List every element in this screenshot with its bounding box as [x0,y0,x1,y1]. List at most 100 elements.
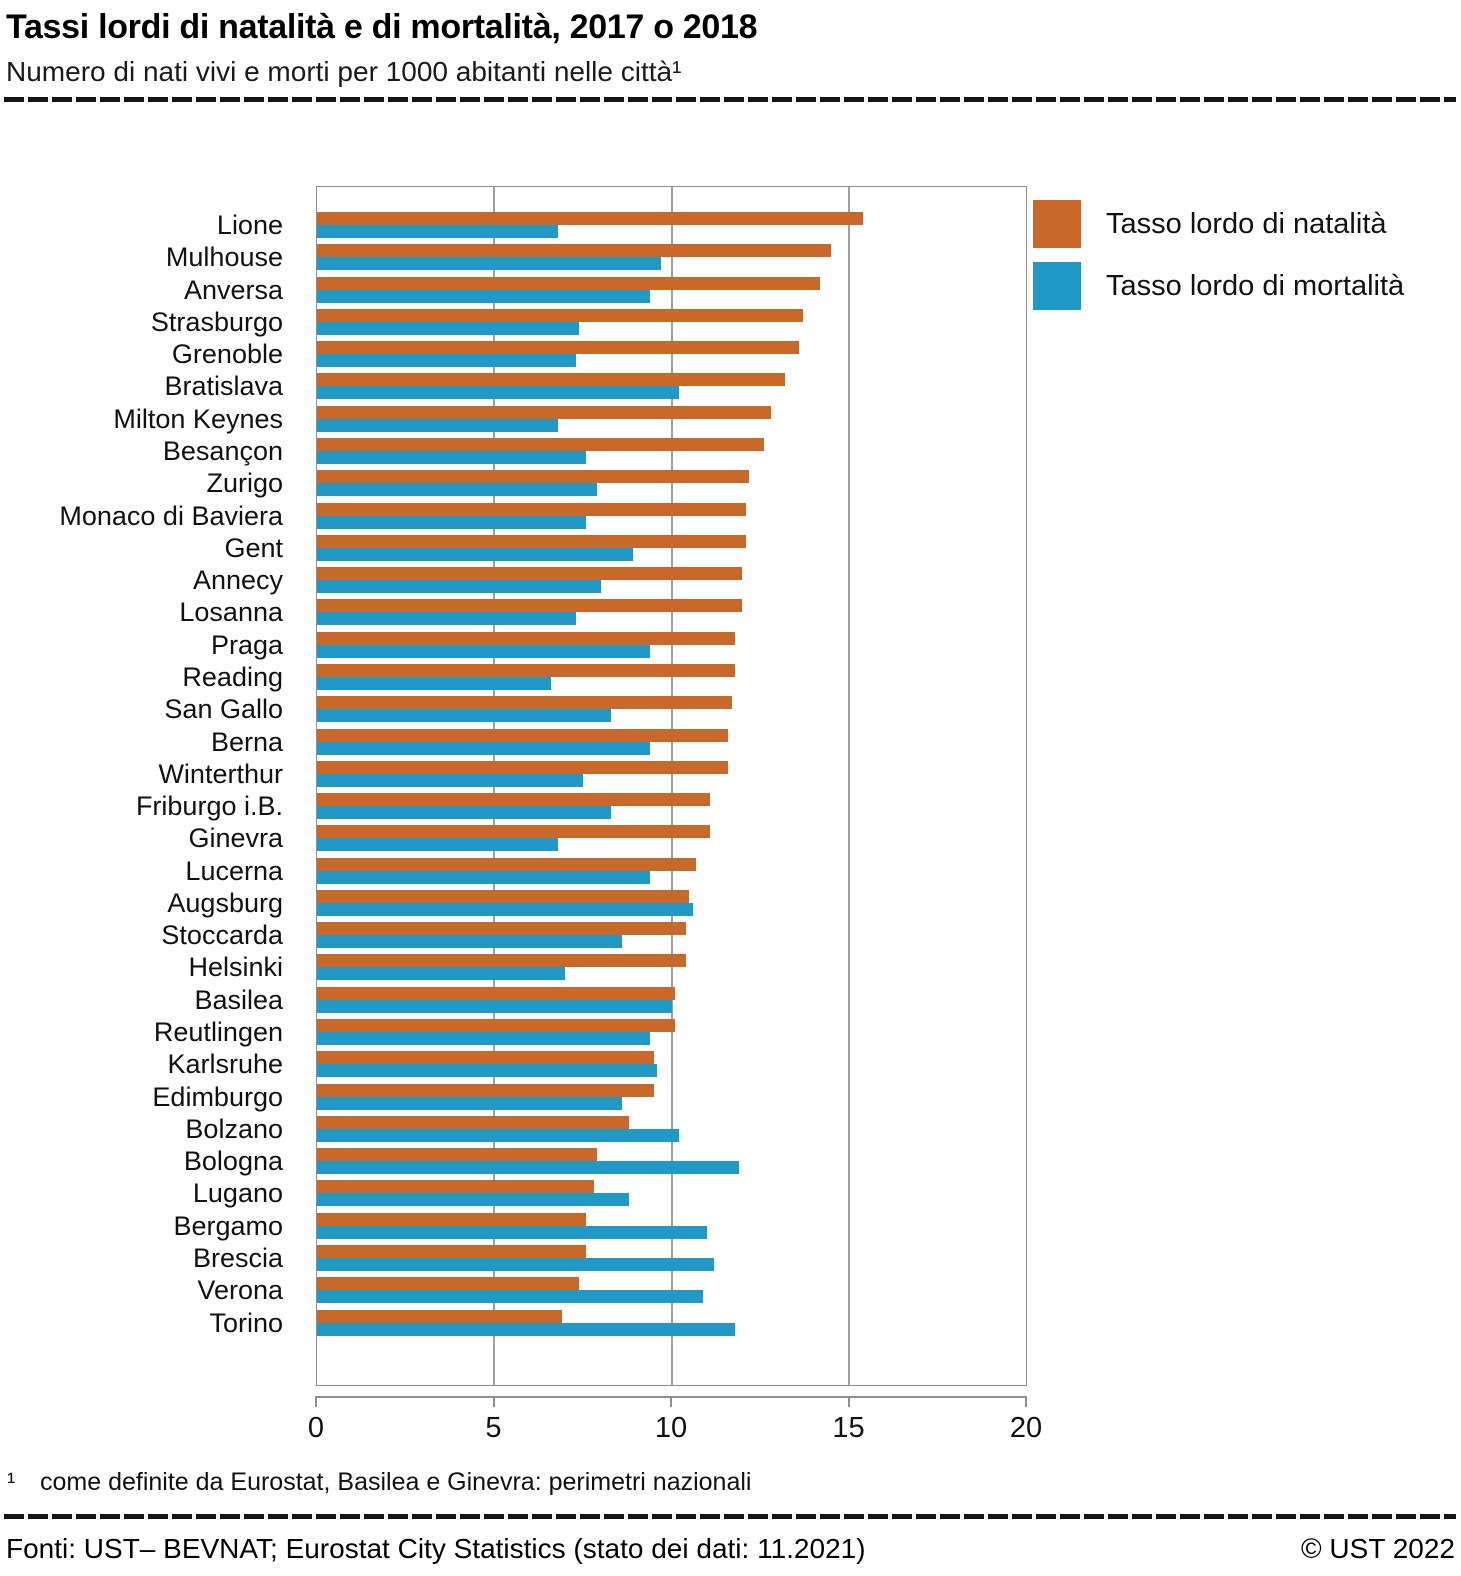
bar-natalita [317,954,686,968]
category-label: San Gallo [164,694,283,725]
bar-natalita [317,244,832,258]
bar-pair [317,631,1026,658]
bar-natalita [317,825,711,839]
category-label: Winterthur [158,758,283,789]
bar-pair [317,793,1026,820]
bar-mortalita [317,676,551,690]
bar-natalita [317,212,863,225]
bar-natalita [317,502,746,516]
bar-mortalita [317,450,587,464]
bar-mortalita [317,1225,707,1239]
footer-copyright: © UST 2022 [1301,1533,1455,1564]
x-tick [315,1396,317,1407]
natalita-swatch [1033,200,1081,248]
category-label: Helsinki [188,952,283,983]
category-label: Zurigo [206,468,283,499]
bar-mortalita [317,806,612,820]
bar-pair [317,405,1026,432]
category-label: Verona [197,1275,283,1306]
plot-area [316,186,1027,1386]
bar-mortalita [317,1161,739,1175]
bar-pair [317,1051,1026,1078]
bar-mortalita [317,999,672,1013]
legend-label-mortalita: Tasso lordo di mortalità [1106,269,1405,302]
bar-pair [317,373,1026,400]
bar-natalita [317,922,686,936]
legend-item-natalita: Tasso lordo di natalità [1033,200,1404,248]
bar-mortalita [317,1032,651,1046]
bar-natalita [317,631,736,645]
legend-label-natalita: Tasso lordo di natalità [1106,207,1387,240]
bar-pair [317,696,1026,723]
bar-pair [317,212,1026,238]
x-tick [492,1396,495,1407]
category-label: Mulhouse [165,242,283,273]
bar-pair [317,1115,1026,1142]
bar-mortalita [317,773,583,787]
bar-pair [317,922,1026,949]
x-tick-label: 0 [307,1412,325,1444]
footer-source: Fonti: UST– BEVNAT; Eurostat City Statis… [6,1533,866,1564]
bar-pair [317,1180,1026,1207]
category-label: Bergamo [173,1210,283,1241]
bar-mortalita [317,354,576,368]
x-tick-label: 5 [485,1412,502,1444]
x-tick [1025,1396,1027,1407]
x-tick-label: 10 [654,1412,688,1444]
bar-pair [317,1309,1026,1336]
bar-mortalita [317,386,679,400]
bar-mortalita [317,289,651,303]
category-label: Lugano [192,1178,283,1209]
bar-natalita [317,1309,562,1323]
x-tick-label: 15 [832,1412,865,1444]
bar-pair [317,276,1026,303]
page-title: Tassi lordi di natalità e di mortalità, … [6,8,758,46]
bar-mortalita [317,870,651,884]
bar-natalita [317,663,736,677]
category-label: Augsburg [167,887,283,918]
category-label: Besançon [162,435,283,466]
bar-natalita [317,373,785,387]
bar-mortalita [317,1096,622,1110]
bar-natalita [317,1180,594,1194]
bar-natalita [317,308,803,322]
x-tick-label: 20 [1009,1412,1043,1444]
bar-pair [317,244,1026,271]
bar-natalita [317,857,697,871]
bar-mortalita [317,644,651,658]
category-label: Lione [216,210,283,240]
category-label: Grenoble [171,339,283,370]
bar-mortalita [317,838,559,852]
bar-natalita [317,1051,654,1065]
bar-natalita [317,1148,598,1162]
bar-mortalita [317,1290,704,1304]
bar-pair [317,341,1026,368]
footnote-marker: ¹ [7,1468,16,1496]
header-divider [4,97,1456,102]
x-tick [847,1396,850,1407]
bar-natalita [317,1277,580,1291]
legend: Tasso lordo di natalità Tasso lordo di m… [1033,200,1404,310]
bar-natalita [317,760,729,774]
category-label: Annecy [192,565,283,596]
footnote: ¹ come definite da Eurostat, Basilea e G… [7,1468,751,1497]
bar-pair [317,1245,1026,1271]
bar-mortalita [317,257,661,271]
bar-mortalita [317,612,576,626]
bar-pair [317,1277,1026,1304]
bar-mortalita [317,1064,658,1078]
bar-pair [317,567,1026,594]
bar-natalita [317,276,821,290]
bar-natalita [317,405,771,419]
bar-mortalita [317,1322,736,1336]
category-label: Anversa [183,274,283,305]
category-label: Karlsruhe [167,1049,283,1080]
bar-mortalita [317,580,601,594]
category-label: Reading [182,661,283,692]
category-label: Brescia [192,1243,283,1273]
bar-natalita [317,1083,654,1097]
bar-pair [317,857,1026,884]
bar-natalita [317,341,800,355]
bar-natalita [317,567,743,581]
